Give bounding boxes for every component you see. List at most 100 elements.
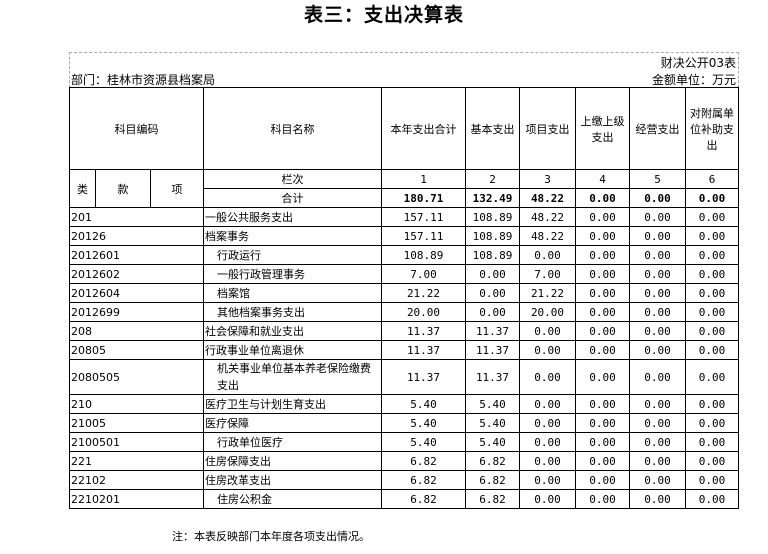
total-value: 0.00 bbox=[629, 188, 686, 208]
row-value: 0.00 bbox=[465, 283, 520, 303]
row-value: 0.00 bbox=[685, 432, 739, 452]
row-code: 2012699 bbox=[69, 302, 204, 322]
table-row: 20805 行政事业单位离退休 11.37 11.37 0.00 0.00 0.00 0.00 bbox=[69, 340, 739, 360]
row-code: 221 bbox=[69, 451, 204, 471]
row-value: 0.00 bbox=[629, 321, 686, 341]
row-name: 住房改革支出 bbox=[203, 470, 382, 490]
row-name: 档案馆 bbox=[203, 283, 382, 303]
row-value: 0.00 bbox=[575, 432, 630, 452]
header-col: 经营支出 bbox=[629, 87, 686, 170]
row-name: 机关事业单位基本养老保险缴费支出 bbox=[203, 359, 382, 395]
row-code: 201 bbox=[69, 207, 204, 227]
col-number: 3 bbox=[519, 169, 576, 189]
col-number: 1 bbox=[381, 169, 466, 189]
row-code: 20805 bbox=[69, 340, 204, 360]
row-name: 行政事业单位离退休 bbox=[203, 340, 382, 360]
row-value: 11.37 bbox=[381, 340, 466, 360]
row-value: 5.40 bbox=[465, 413, 520, 433]
row-code: 20126 bbox=[69, 226, 204, 246]
row-value: 0.00 bbox=[629, 394, 686, 414]
table-row: 2012601 行政运行 108.89 108.89 0.00 0.00 0.00 0.00 bbox=[69, 245, 739, 265]
header-lei: 类 bbox=[69, 169, 96, 208]
row-value: 0.00 bbox=[685, 359, 739, 395]
header-col: 本年支出合计 bbox=[381, 87, 466, 170]
row-value: 0.00 bbox=[575, 359, 630, 395]
row-name: 医疗卫生与计划生育支出 bbox=[203, 394, 382, 414]
row-value: 0.00 bbox=[519, 321, 576, 341]
row-value: 0.00 bbox=[575, 340, 630, 360]
header-code: 科目编码 bbox=[69, 87, 204, 170]
table-row: 201 一般公共服务支出 157.11 108.89 48.22 0.00 0.00 0.00 bbox=[69, 207, 739, 227]
row-value: 11.37 bbox=[465, 359, 520, 395]
total-value: 132.49 bbox=[465, 188, 520, 208]
row-name: 住房保障支出 bbox=[203, 451, 382, 471]
row-value: 0.00 bbox=[519, 245, 576, 265]
row-value: 0.00 bbox=[575, 226, 630, 246]
row-value: 0.00 bbox=[629, 340, 686, 360]
row-code: 2012604 bbox=[69, 283, 204, 303]
row-value: 6.82 bbox=[381, 489, 466, 509]
row-value: 0.00 bbox=[629, 432, 686, 452]
row-value: 0.00 bbox=[629, 207, 686, 227]
row-value: 21.22 bbox=[381, 283, 466, 303]
row-value: 0.00 bbox=[465, 264, 520, 284]
total-label: 合计 bbox=[203, 188, 382, 208]
table-row: 208 社会保障和就业支出 11.37 11.37 0.00 0.00 0.00 0.00 bbox=[69, 321, 739, 341]
row-value: 0.00 bbox=[519, 451, 576, 471]
row-value: 7.00 bbox=[519, 264, 576, 284]
row-code: 2012602 bbox=[69, 264, 204, 284]
row-value: 0.00 bbox=[629, 264, 686, 284]
row-name: 医疗保障 bbox=[203, 413, 382, 433]
table-row: 2210201 住房公积金 6.82 6.82 0.00 0.00 0.00 0.00 bbox=[69, 489, 739, 509]
row-name: 档案事务 bbox=[203, 226, 382, 246]
table-row: 2100501 行政单位医疗 5.40 5.40 0.00 0.00 0.00 0.00 bbox=[69, 432, 739, 452]
col-number: 5 bbox=[629, 169, 686, 189]
row-code: 210 bbox=[69, 394, 204, 414]
row-value: 0.00 bbox=[575, 302, 630, 322]
expenditure-table: 科目编码 科目名称 本年支出合计 基本支出 项目支出 上缴上级支出 经营支出 对… bbox=[69, 87, 739, 509]
row-value: 0.00 bbox=[685, 226, 739, 246]
row-value: 0.00 bbox=[629, 245, 686, 265]
row-value: 6.82 bbox=[465, 489, 520, 509]
row-code: 22102 bbox=[69, 470, 204, 490]
row-value: 0.00 bbox=[685, 245, 739, 265]
total-value: 48.22 bbox=[519, 188, 576, 208]
row-value: 0.00 bbox=[629, 283, 686, 303]
row-value: 0.00 bbox=[629, 470, 686, 490]
header-col: 基本支出 bbox=[465, 87, 520, 170]
row-value: 5.40 bbox=[465, 394, 520, 414]
header-lanci: 栏次 bbox=[203, 169, 382, 189]
table-row: 22102 住房改革支出 6.82 6.82 0.00 0.00 0.00 0.00 bbox=[69, 470, 739, 490]
row-value: 108.89 bbox=[465, 245, 520, 265]
row-value: 0.00 bbox=[519, 340, 576, 360]
row-value: 48.22 bbox=[519, 226, 576, 246]
header-kuan: 款 bbox=[95, 169, 151, 208]
row-value: 0.00 bbox=[575, 470, 630, 490]
table-row: 2012602 一般行政管理事务 7.00 0.00 7.00 0.00 0.00 0.00 bbox=[69, 264, 739, 284]
col-number: 4 bbox=[575, 169, 630, 189]
table-row: 2080505 机关事业单位基本养老保险缴费支出 11.37 11.37 0.00 0.0… bbox=[69, 359, 739, 395]
row-value: 0.00 bbox=[685, 470, 739, 490]
row-value: 0.00 bbox=[685, 394, 739, 414]
header-col: 项目支出 bbox=[519, 87, 576, 170]
total-value: 0.00 bbox=[575, 188, 630, 208]
row-value: 5.40 bbox=[381, 413, 466, 433]
row-value: 0.00 bbox=[685, 489, 739, 509]
row-value: 0.00 bbox=[685, 283, 739, 303]
row-value: 0.00 bbox=[519, 359, 576, 395]
row-value: 0.00 bbox=[575, 451, 630, 471]
row-code: 21005 bbox=[69, 413, 204, 433]
row-value: 0.00 bbox=[629, 413, 686, 433]
row-value: 0.00 bbox=[685, 321, 739, 341]
table-row: 221 住房保障支出 6.82 6.82 0.00 0.00 0.00 0.00 bbox=[69, 451, 739, 471]
row-value: 20.00 bbox=[381, 302, 466, 322]
row-value: 11.37 bbox=[381, 321, 466, 341]
row-name: 其他档案事务支出 bbox=[203, 302, 382, 322]
row-value: 0.00 bbox=[465, 302, 520, 322]
row-value: 21.22 bbox=[519, 283, 576, 303]
footnote: 注：本表反映部门本年度各项支出情况。 bbox=[172, 530, 370, 543]
row-code: 2080505 bbox=[69, 359, 204, 395]
row-name: 一般公共服务支出 bbox=[203, 207, 382, 227]
row-value: 108.89 bbox=[381, 245, 466, 265]
row-value: 0.00 bbox=[629, 302, 686, 322]
